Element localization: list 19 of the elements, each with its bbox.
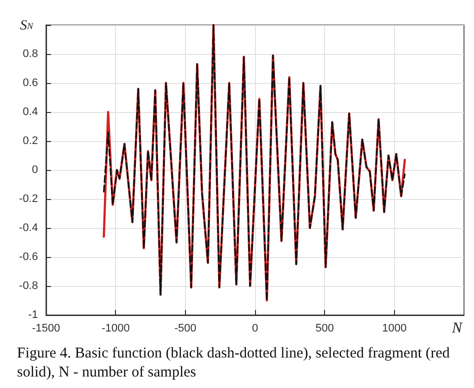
y-tick-label: 0.6 — [22, 77, 38, 89]
y-axis-title: SN — [20, 18, 34, 34]
y-tick-label: -0.2 — [19, 193, 38, 205]
x-tick-label: -500 — [174, 322, 196, 334]
y-tick-label: -1 — [28, 309, 38, 321]
x-tick-label: 500 — [315, 322, 334, 334]
y-tick-label: 0.8 — [22, 48, 38, 60]
x-tick-label: 1000 — [382, 322, 407, 334]
x-tick-label: -1500 — [32, 322, 60, 334]
y-tick-label: -0.4 — [19, 222, 38, 234]
x-tick-label: -1000 — [102, 322, 130, 334]
x-axis-title: N — [450, 320, 463, 336]
y-tick-label: 0.2 — [22, 135, 38, 147]
y-tick-label: -0.8 — [19, 280, 38, 292]
caption: Figure 4. Basic function (black dash-dotted line), selected fragment (red solid), N - number of samples — [17, 346, 454, 380]
x-tick-label: 0 — [252, 322, 258, 334]
y-tick-label: 0.4 — [22, 106, 38, 118]
y-tick-label: 0 — [32, 164, 38, 176]
y-tick-label: -0.6 — [19, 251, 38, 263]
